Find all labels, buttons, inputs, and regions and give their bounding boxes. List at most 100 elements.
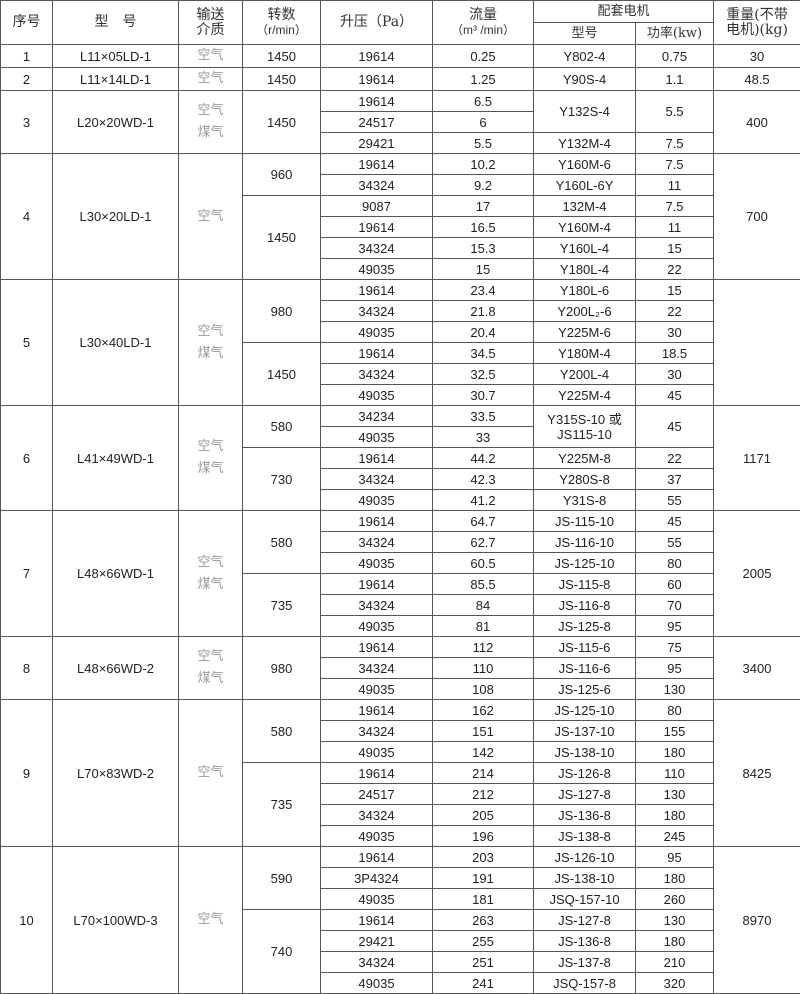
pressure-pa: 34324 xyxy=(321,301,433,322)
header-speed-line2: （r/min） xyxy=(243,23,320,38)
motor-model: JS-125-8 xyxy=(534,616,636,637)
motor-power: 45 xyxy=(636,385,714,406)
flow-rate: 214 xyxy=(433,763,534,784)
motor-model: JS-116-8 xyxy=(534,595,636,616)
medium: 空气 xyxy=(179,68,243,91)
motor-model: Y225M-6 xyxy=(534,322,636,343)
header-flow-line2: （m³ /min） xyxy=(433,23,533,38)
pressure-pa: 19614 xyxy=(321,574,433,595)
row-number: 3 xyxy=(1,91,53,154)
row-number: 4 xyxy=(1,154,53,280)
pressure-pa: 19614 xyxy=(321,511,433,532)
pressure-pa: 19614 xyxy=(321,68,433,91)
motor-power: 45 xyxy=(636,406,714,448)
flow-rate: 85.5 xyxy=(433,574,534,595)
fan-model: L30×40LD-1 xyxy=(53,280,179,406)
flow-rate: 205 xyxy=(433,805,534,826)
flow-rate: 21.8 xyxy=(433,301,534,322)
medium: 空气煤气 xyxy=(179,91,243,154)
flow-rate: 241 xyxy=(433,973,534,994)
motor-model: Y180M-4 xyxy=(534,343,636,364)
pressure-pa: 49035 xyxy=(321,322,433,343)
motor-model: Y225M-4 xyxy=(534,385,636,406)
motor-model: JS-115-6 xyxy=(534,637,636,658)
fan-model: L11×05LD-1 xyxy=(53,45,179,68)
flow-rate: 108 xyxy=(433,679,534,700)
flow-rate: 17 xyxy=(433,196,534,217)
motor-model: JSQ-157-10 xyxy=(534,889,636,910)
speed-rpm: 1450 xyxy=(243,343,321,406)
motor-power: 95 xyxy=(636,658,714,679)
motor-model: JS-116-10 xyxy=(534,532,636,553)
medium: 空气煤气 xyxy=(179,511,243,637)
motor-power: 75 xyxy=(636,637,714,658)
flow-rate: 6.5 xyxy=(433,91,534,112)
pressure-pa: 24517 xyxy=(321,784,433,805)
flow-rate: 181 xyxy=(433,889,534,910)
medium-label: 煤气 xyxy=(179,343,242,365)
speed-rpm: 730 xyxy=(243,448,321,511)
pressure-pa: 34324 xyxy=(321,595,433,616)
motor-power: 95 xyxy=(636,847,714,868)
speed-rpm: 740 xyxy=(243,910,321,994)
weight-kg: 30 xyxy=(714,45,800,68)
motor-power: 180 xyxy=(636,805,714,826)
pressure-pa: 34324 xyxy=(321,952,433,973)
motor-power: 130 xyxy=(636,784,714,805)
motor-model: JS-138-10 xyxy=(534,868,636,889)
medium-label: 空气 xyxy=(179,321,242,343)
weight-kg: 2005 xyxy=(714,511,800,637)
motor-model: 132M-4 xyxy=(534,196,636,217)
motor-model: Y160M-4 xyxy=(534,217,636,238)
motor-power: 110 xyxy=(636,763,714,784)
weight-kg: 8425 xyxy=(714,700,800,847)
motor-model: Y180L-4 xyxy=(534,259,636,280)
medium-label: 空气 xyxy=(179,206,242,228)
pressure-pa: 19614 xyxy=(321,91,433,112)
speed-rpm: 1450 xyxy=(243,91,321,154)
weight-kg: 48.5 xyxy=(714,68,800,91)
medium-label: 空气 xyxy=(179,68,242,90)
flow-rate: 196 xyxy=(433,826,534,847)
motor-power: 7.5 xyxy=(636,154,714,175)
motor-power: 1.1 xyxy=(636,68,714,91)
motor-power: 55 xyxy=(636,490,714,511)
speed-rpm: 735 xyxy=(243,574,321,637)
pressure-pa: 3P4324 xyxy=(321,868,433,889)
speed-rpm: 580 xyxy=(243,406,321,448)
medium-label: 煤气 xyxy=(179,668,242,690)
flow-rate: 32.5 xyxy=(433,364,534,385)
flow-rate: 62.7 xyxy=(433,532,534,553)
flow-rate: 142 xyxy=(433,742,534,763)
pressure-pa: 49035 xyxy=(321,742,433,763)
motor-model: Y200L₂-6 xyxy=(534,301,636,322)
speed-rpm: 980 xyxy=(243,637,321,700)
motor-power: 55 xyxy=(636,532,714,553)
motor-model: Y160L-4 xyxy=(534,238,636,259)
pressure-pa: 49035 xyxy=(321,490,433,511)
motor-power: 22 xyxy=(636,259,714,280)
fan-model: L20×20WD-1 xyxy=(53,91,179,154)
row-number: 9 xyxy=(1,700,53,847)
pressure-pa: 19614 xyxy=(321,217,433,238)
pressure-pa: 49035 xyxy=(321,679,433,700)
motor-power: 95 xyxy=(636,616,714,637)
pressure-pa: 9087 xyxy=(321,196,433,217)
pressure-pa: 34324 xyxy=(321,658,433,679)
weight-kg: 8970 xyxy=(714,847,800,994)
pressure-pa: 34324 xyxy=(321,805,433,826)
pressure-pa: 19614 xyxy=(321,637,433,658)
pressure-pa: 19614 xyxy=(321,280,433,301)
motor-power: 0.75 xyxy=(636,45,714,68)
pressure-pa: 34324 xyxy=(321,469,433,490)
weight-kg: 3400 xyxy=(714,637,800,700)
motor-model: JS-115-10 xyxy=(534,511,636,532)
flow-rate: 41.2 xyxy=(433,490,534,511)
flow-rate: 112 xyxy=(433,637,534,658)
motor-model: JS-115-8 xyxy=(534,574,636,595)
motor-model: Y280S-8 xyxy=(534,469,636,490)
